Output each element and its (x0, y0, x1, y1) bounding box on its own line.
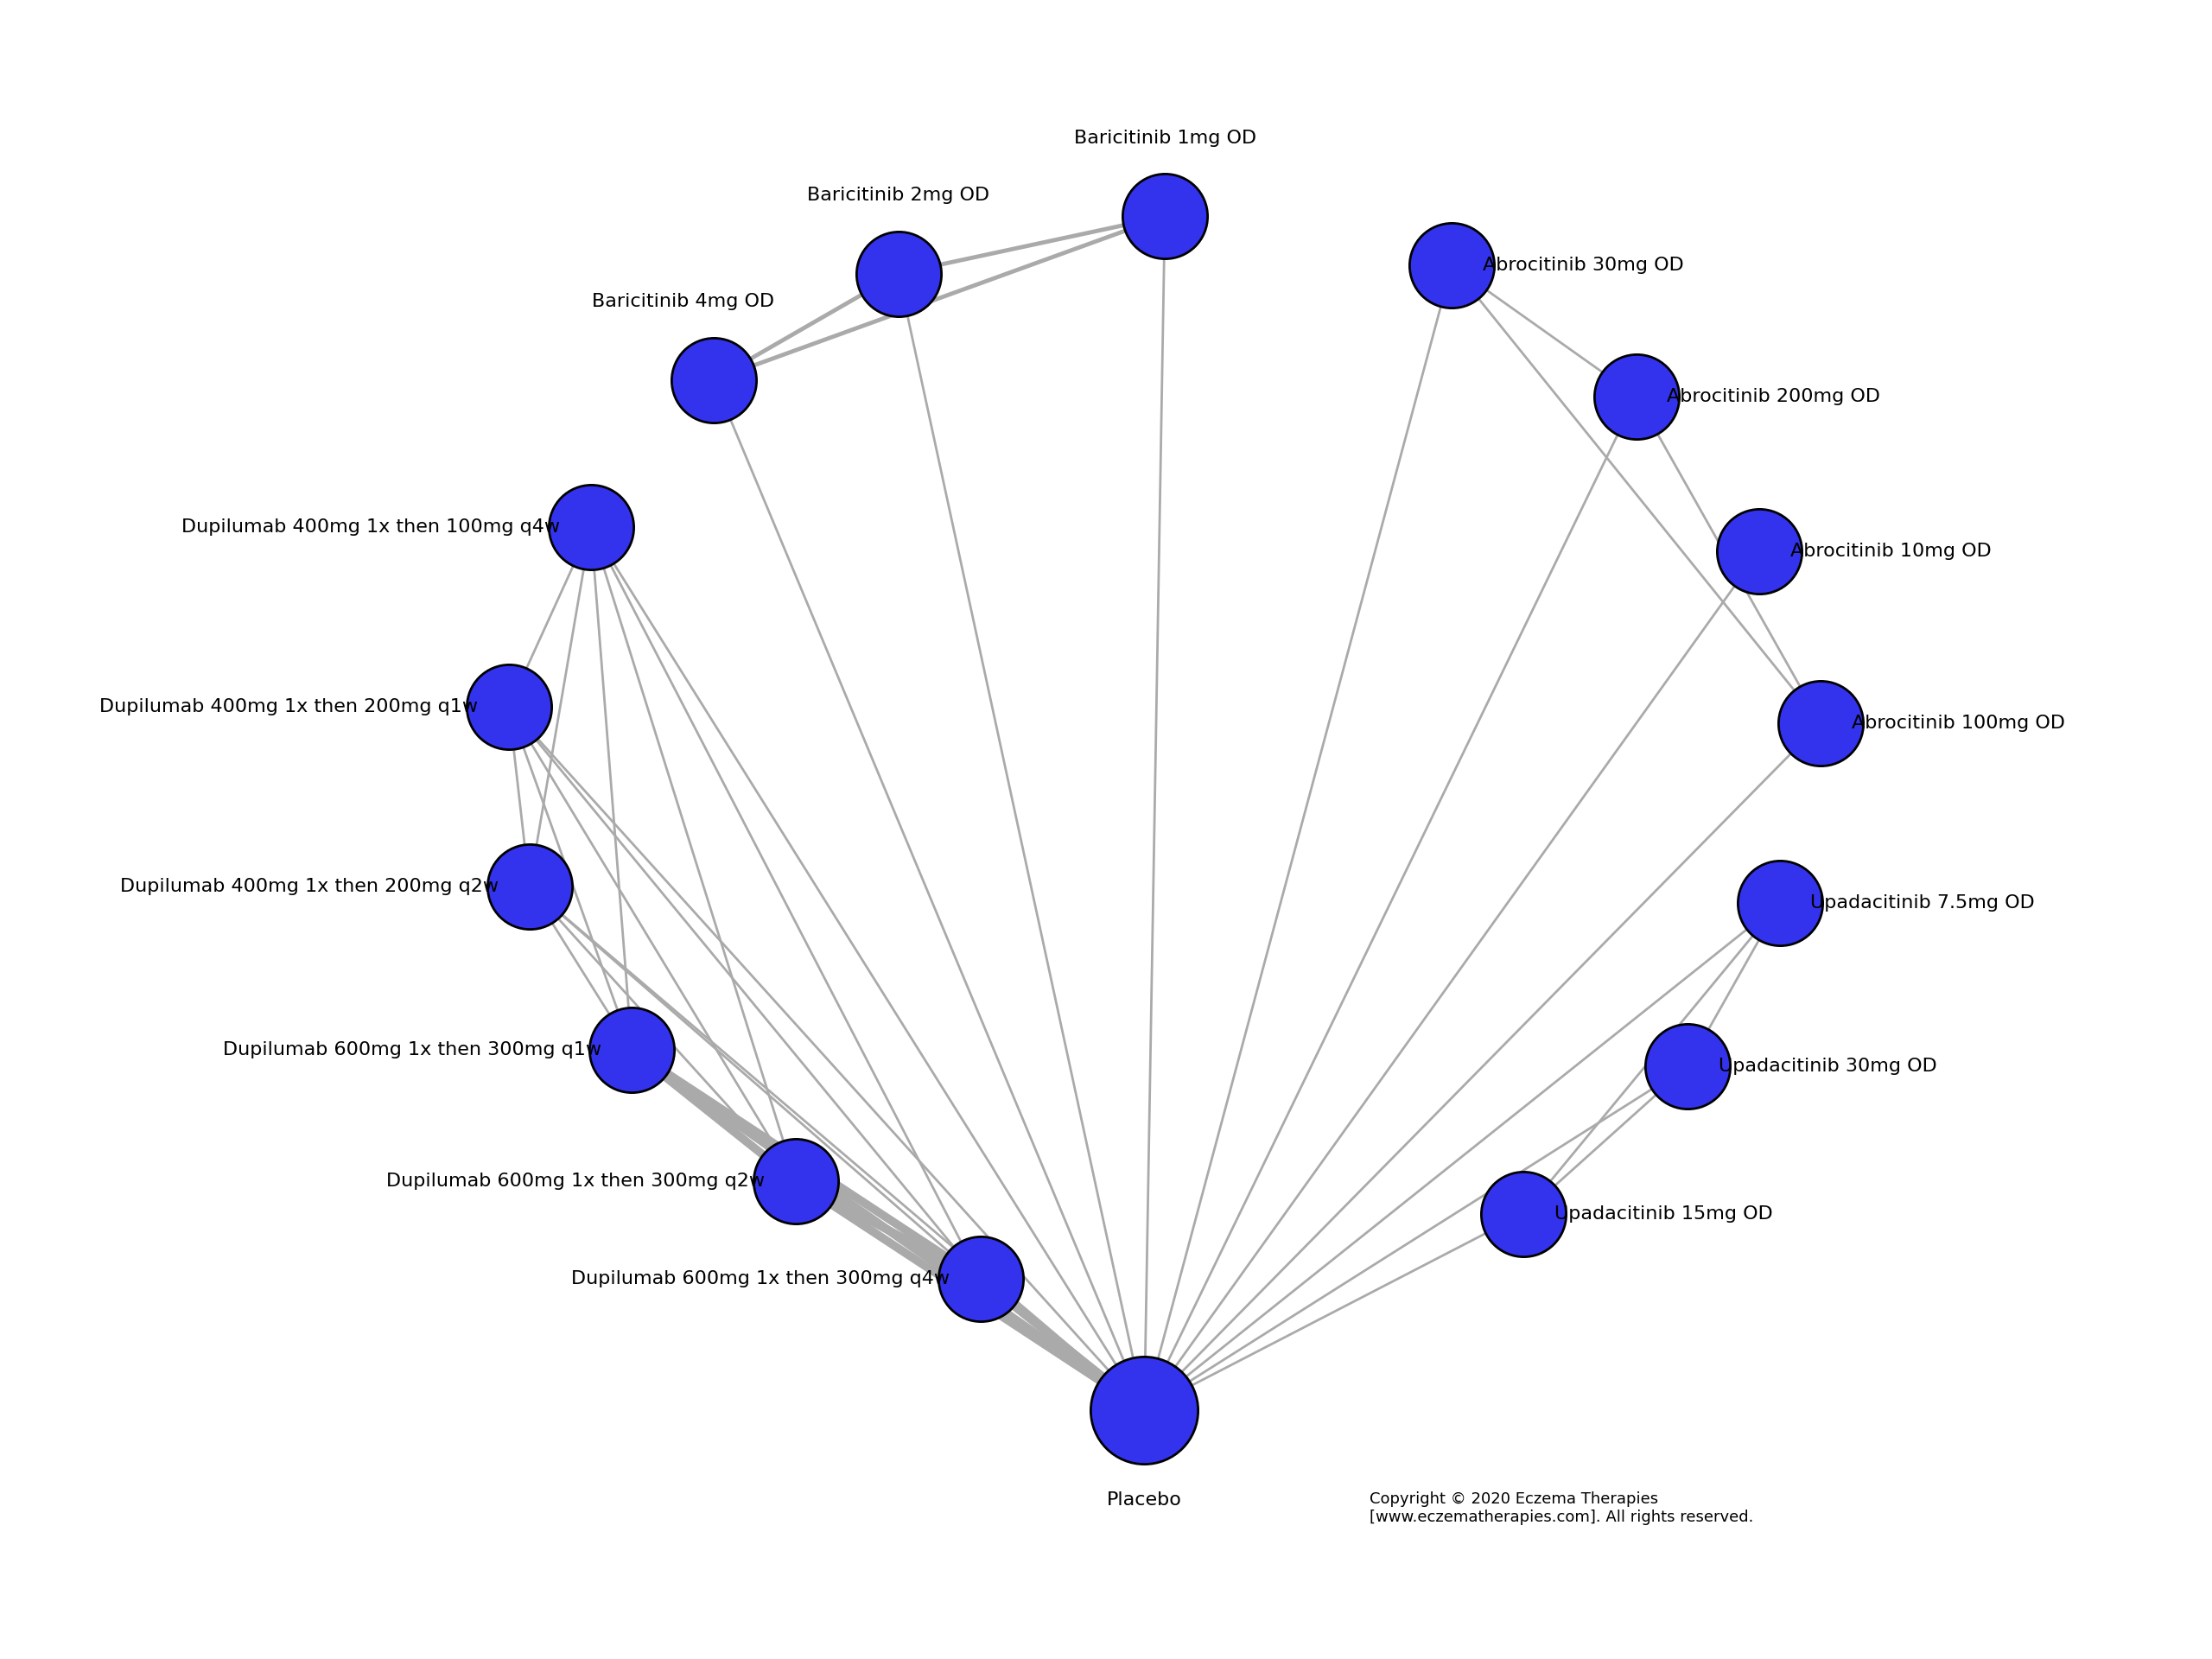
Point (573, 514, 608, 541)
Point (697, 367, 732, 393)
Text: Dupilumab 400mg 1x then 200mg q1w: Dupilumab 400mg 1x then 200mg q1w (100, 698, 478, 715)
Text: Abrocitinib 200mg OD: Abrocitinib 200mg OD (1668, 388, 1880, 405)
Text: Dupilumab 600mg 1x then 300mg q2w: Dupilumab 600mg 1x then 300mg q2w (387, 1173, 765, 1190)
Point (1126, 1397, 1161, 1423)
Point (1619, 383, 1655, 410)
Point (615, 1037, 650, 1063)
Point (511, 873, 546, 899)
Text: Dupilumab 600mg 1x then 300mg q1w: Dupilumab 600mg 1x then 300mg q1w (223, 1042, 602, 1058)
Point (1803, 710, 1838, 737)
Point (779, 1168, 814, 1194)
Point (491, 693, 526, 720)
Text: Placebo: Placebo (1106, 1491, 1181, 1508)
Point (880, 260, 916, 287)
Point (1763, 889, 1798, 916)
Text: Abrocitinib 100mg OD: Abrocitinib 100mg OD (1851, 715, 2066, 732)
Point (962, 1266, 998, 1292)
Text: Baricitinib 1mg OD: Baricitinib 1mg OD (1073, 129, 1256, 146)
Text: Upadacitinib 7.5mg OD: Upadacitinib 7.5mg OD (1812, 894, 2035, 912)
Text: Abrocitinib 30mg OD: Abrocitinib 30mg OD (1482, 257, 1683, 274)
Text: Upadacitinib 15mg OD: Upadacitinib 15mg OD (1555, 1204, 1772, 1223)
Point (1506, 1201, 1542, 1228)
Text: Dupilumab 400mg 1x then 200mg q2w: Dupilumab 400mg 1x then 200mg q2w (119, 878, 498, 896)
Text: Upadacitinib 30mg OD: Upadacitinib 30mg OD (1719, 1058, 1938, 1075)
Text: Dupilumab 400mg 1x then 100mg q4w: Dupilumab 400mg 1x then 100mg q4w (181, 518, 560, 536)
Point (1741, 538, 1776, 564)
Point (1670, 1053, 1705, 1080)
Text: Dupilumab 600mg 1x then 300mg q4w: Dupilumab 600mg 1x then 300mg q4w (571, 1271, 949, 1287)
Text: Copyright © 2020 Eczema Therapies
[www.eczematherapies.com]. All rights reserved: Copyright © 2020 Eczema Therapies [www.e… (1369, 1491, 1754, 1525)
Point (1433, 252, 1469, 279)
Text: Baricitinib 2mg OD: Baricitinib 2mg OD (807, 186, 989, 204)
Point (1148, 202, 1183, 229)
Text: Baricitinib 4mg OD: Baricitinib 4mg OD (593, 292, 774, 310)
Text: Abrocitinib 10mg OD: Abrocitinib 10mg OD (1790, 542, 1991, 561)
